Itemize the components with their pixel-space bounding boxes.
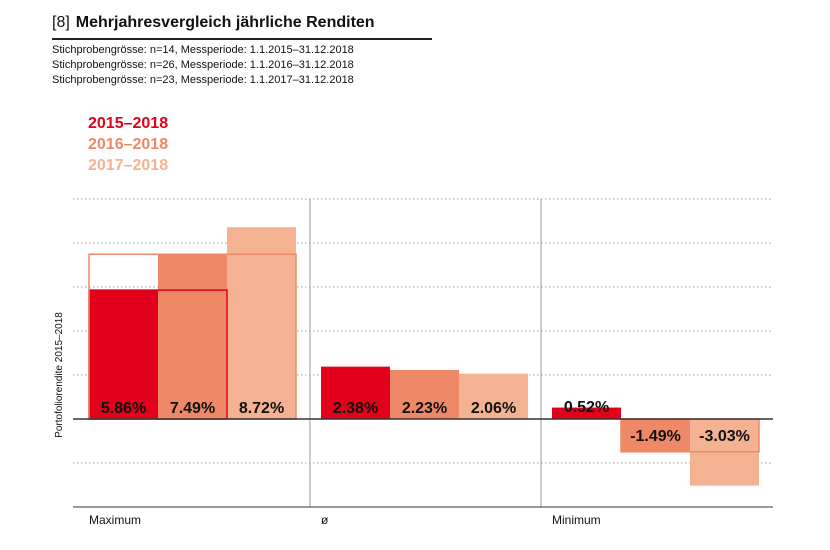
bar-0-2 [227,227,296,419]
data-label: 2.06% [471,400,516,417]
subtitle-2017: Stichprobengrösse: n=23, Messperiode: 1.… [52,74,354,86]
chart-title: Mehrjahresvergleich jährliche Renditen [75,14,375,31]
bar-0-0 [89,290,158,419]
chart-number: [8] [52,14,70,31]
subtitle-2016: Stichprobengrösse: n=26, Messperiode: 1.… [52,59,354,71]
category-label: Maximum [89,513,141,527]
title-rule [52,38,432,40]
data-label: 8.72% [239,400,284,417]
category-label: Minimum [552,513,601,527]
data-label: 7.49% [170,400,215,417]
data-label: -3.03% [699,428,750,445]
bar-1-1 [390,369,459,419]
bar-1-0 [321,366,390,419]
legend-item-2015: 2015–2018 [88,115,169,132]
data-label: 0.52% [564,399,609,416]
bar-1-2 [459,373,528,419]
bar-2-1 [621,419,690,452]
legend-item-2017: 2017–2018 [88,157,169,174]
data-label: 5.86% [101,400,146,417]
subtitle-2015: Stichprobengrösse: n=14, Messperiode: 1.… [52,44,354,56]
category-label: ø [321,513,329,527]
data-label: -1.49% [630,428,681,445]
legend-item-2016: 2016–2018 [88,136,169,153]
y-axis-label: Portofoliorendite 2015–2018 [54,312,65,438]
title-row: [8] Mehrjahresvergleich jährliche Rendite… [52,12,432,34]
subtitles: Stichprobengrösse: n=14, Messperiode: 1.… [52,43,432,88]
bar-0-1 [158,254,227,419]
bar-2-0 [552,407,621,419]
chart-header: [8] Mehrjahresvergleich jährliche Rendite… [52,12,432,88]
legend: 2015–2018 2016–2018 2017–2018 [88,113,168,176]
data-label: 2.23% [402,400,447,417]
data-label: 2.38% [333,400,378,417]
